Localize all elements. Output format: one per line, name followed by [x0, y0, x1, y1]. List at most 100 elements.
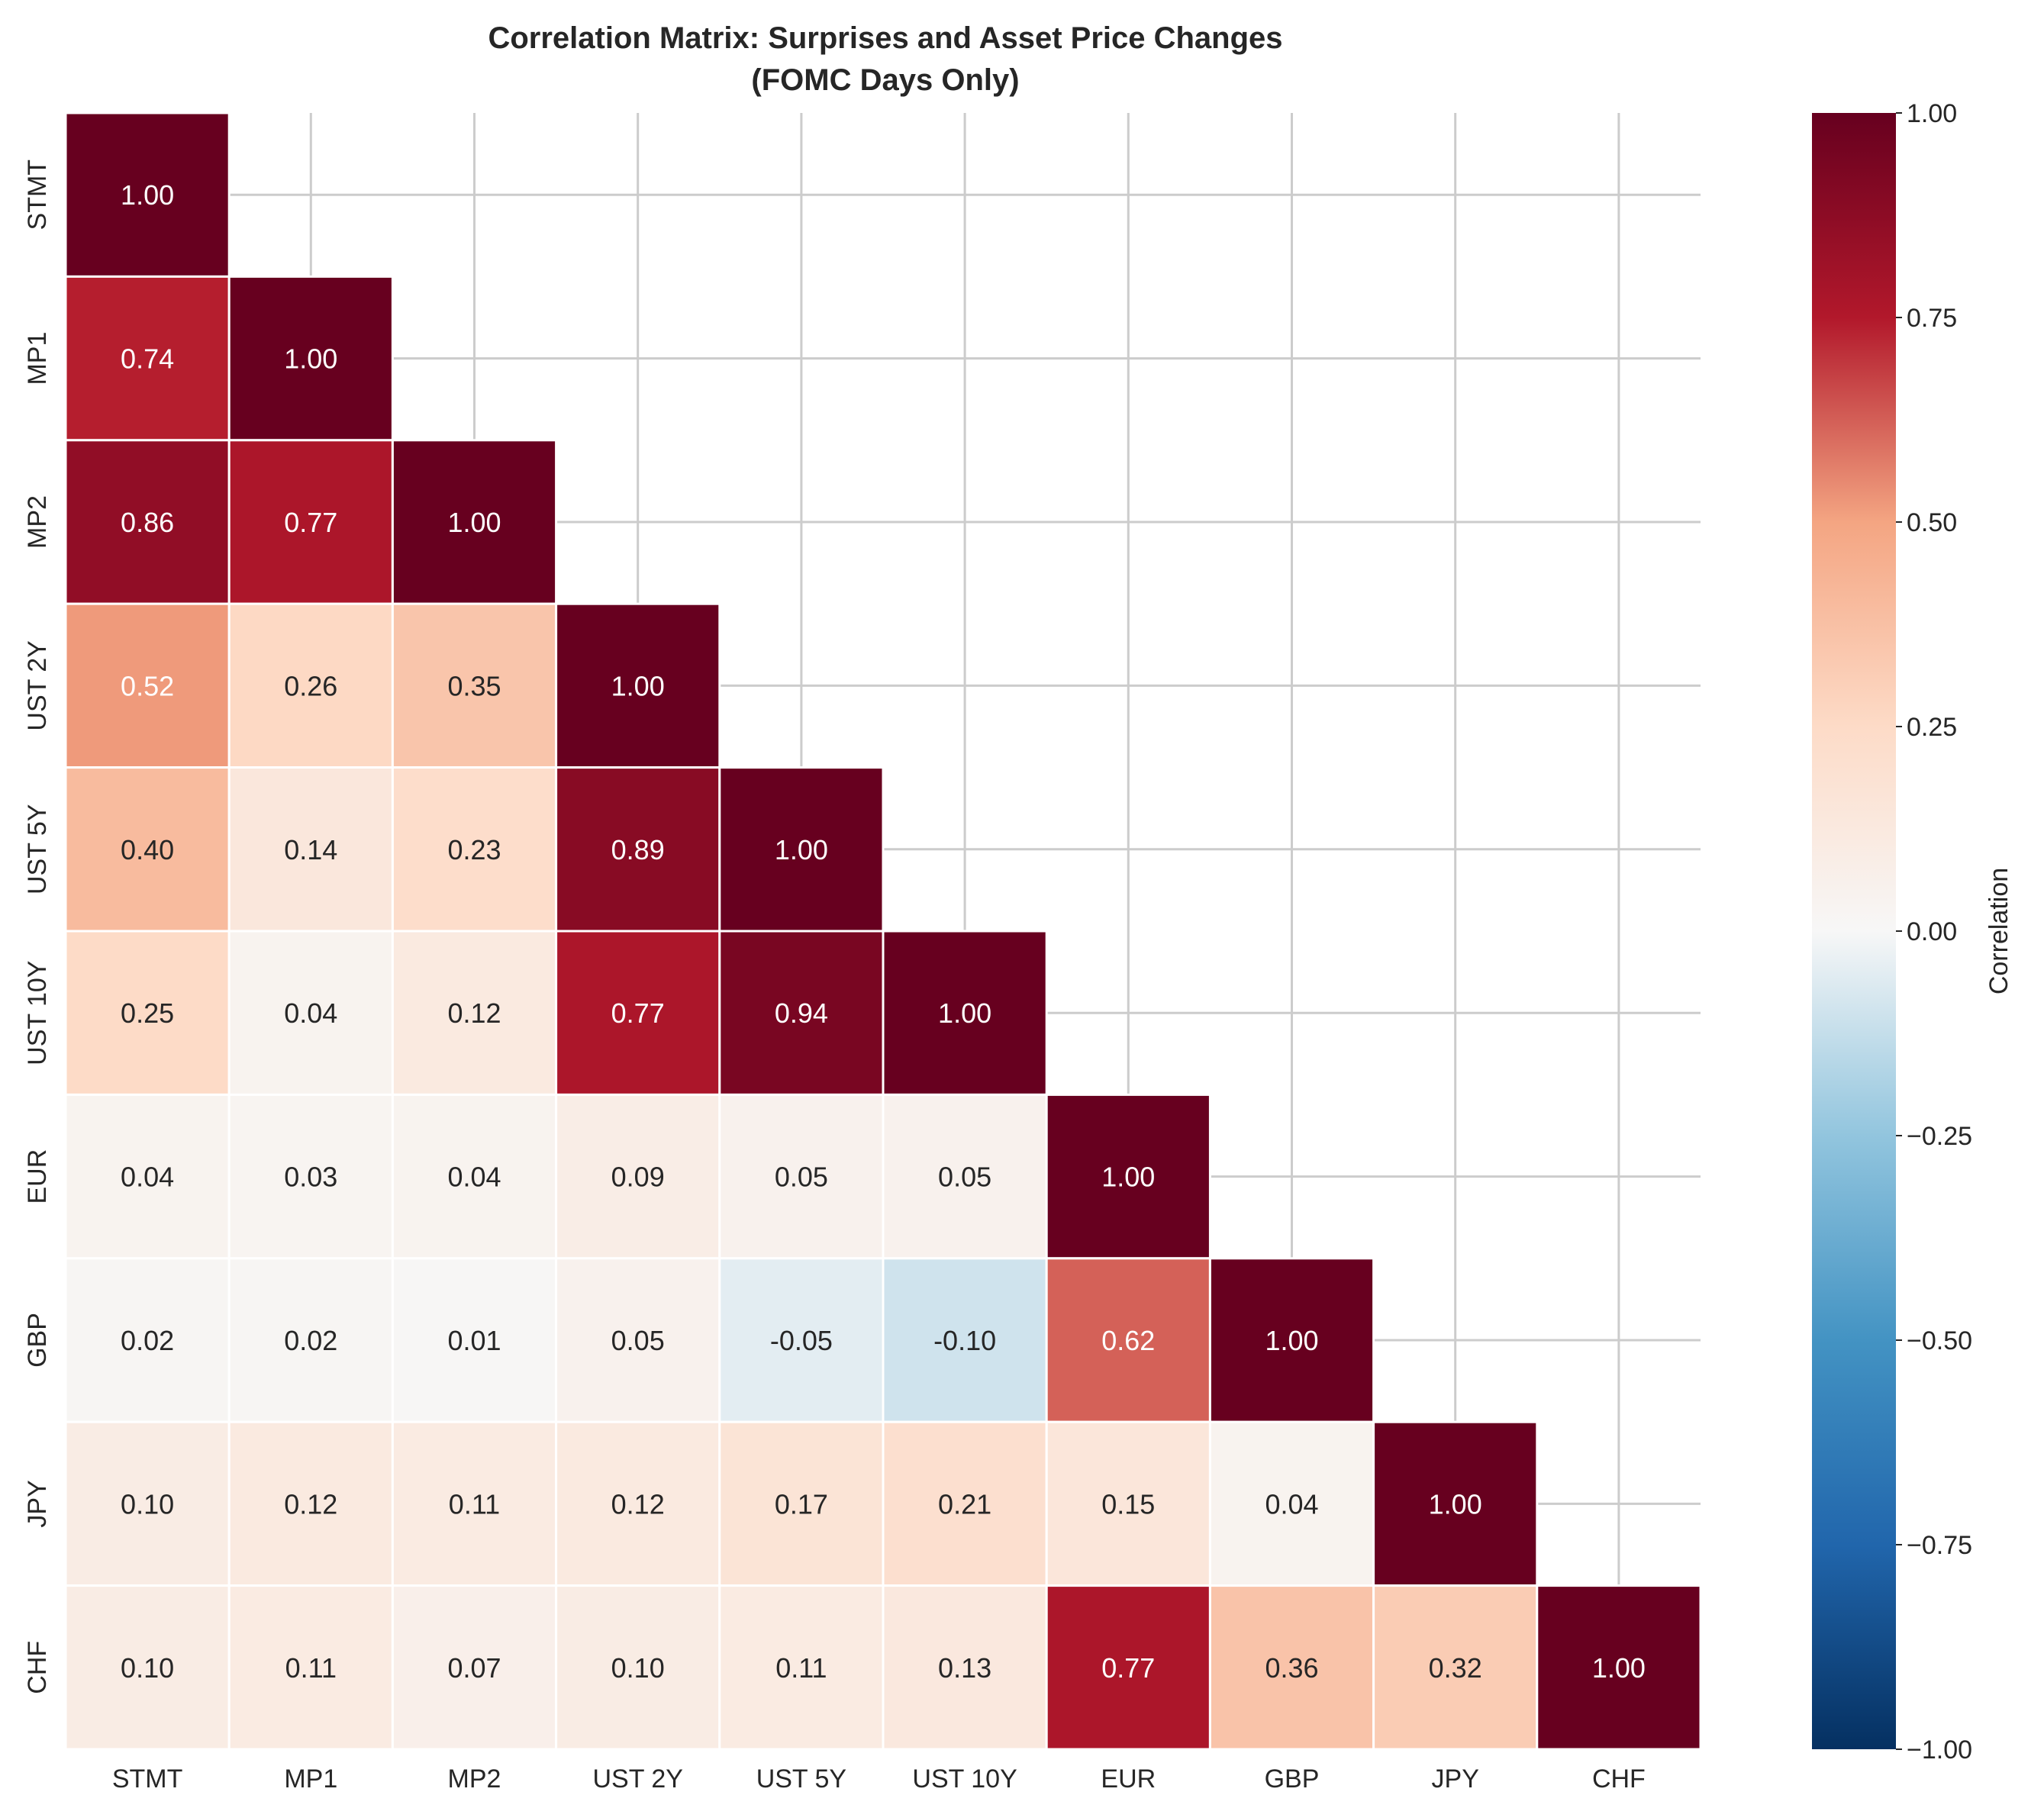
- cell-value-label: 1.00: [611, 670, 665, 701]
- cell-value-label: 0.05: [938, 1162, 991, 1193]
- cell-value-label: 0.35: [447, 670, 501, 701]
- cell-value-label: 0.05: [611, 1325, 665, 1356]
- cell-value-label: 0.32: [1429, 1652, 1482, 1684]
- cell-value-label: 0.01: [447, 1325, 501, 1356]
- heatmap-cell: [718, 1584, 885, 1751]
- colorbar-label: Correlation: [1984, 868, 2013, 994]
- x-tick-label: UST 10Y: [912, 1764, 1017, 1793]
- cell-value-label: 0.21: [938, 1488, 991, 1520]
- heatmap-cell: [64, 111, 231, 278]
- x-tick-label: MP1: [284, 1764, 337, 1793]
- y-tick-label: UST 2Y: [23, 640, 52, 730]
- cell-value-label: 0.07: [447, 1652, 501, 1684]
- cell-value-label: 0.77: [284, 507, 337, 538]
- y-tick-label: MP2: [23, 495, 52, 549]
- x-axis-ticks: STMT MP1 MP2 UST 2Y UST 5Y UST 10Y EUR GBP JPY CH…: [112, 1764, 1646, 1793]
- cell-value-label: 1.00: [1429, 1488, 1482, 1520]
- cell-value-label: 0.12: [284, 1488, 337, 1520]
- x-tick-label: UST 5Y: [756, 1764, 846, 1793]
- y-tick-label: GBP: [23, 1313, 52, 1368]
- cell-value-label: 1.00: [1265, 1325, 1318, 1356]
- cell-value-label: 0.15: [1101, 1488, 1155, 1520]
- cell-value-label: 0.03: [284, 1162, 337, 1193]
- heatmap-cell: [227, 766, 394, 933]
- colorbar-tick-label: 0.50: [1907, 508, 1957, 537]
- y-tick-label: STMT: [23, 160, 52, 230]
- heatmap-cell: [64, 930, 231, 1096]
- heatmap-cell: [227, 1584, 394, 1751]
- heatmap-cell: [718, 930, 885, 1096]
- cell-value-label: 0.25: [121, 997, 174, 1029]
- cell-value-label: 0.14: [284, 834, 337, 865]
- cell-value-label: 0.04: [121, 1162, 174, 1193]
- cell-value-label: 0.23: [447, 834, 501, 865]
- cell-value-label: 0.02: [284, 1325, 337, 1356]
- colorbar-tick-label: 1.00: [1907, 99, 1957, 128]
- colorbar-gradient: [1812, 113, 1896, 1749]
- heatmap-cell: [391, 930, 558, 1096]
- cell-value-label: 0.10: [121, 1488, 174, 1520]
- heatmap-cell: [391, 1257, 558, 1423]
- colorbar-tick-label: 0.25: [1907, 713, 1957, 742]
- cell-value-label: 0.04: [284, 997, 337, 1029]
- cell-value-label: 0.10: [611, 1652, 665, 1684]
- cell-value-label: 1.00: [1101, 1162, 1155, 1193]
- cell-value-label: 0.26: [284, 670, 337, 701]
- chart-subtitle: (FOMC Days Only): [751, 63, 1019, 97]
- cell-value-label: 0.04: [447, 1162, 501, 1193]
- heatmap-cell: [227, 439, 394, 605]
- y-tick-label: JPY: [23, 1480, 52, 1527]
- colorbar-tick-label: 0.00: [1907, 917, 1957, 946]
- y-tick-label: MP1: [23, 332, 52, 385]
- heatmap-cell: [882, 1420, 1048, 1587]
- heatmap-cell: [1045, 1093, 1211, 1260]
- heatmap-cell: [391, 602, 558, 769]
- x-tick-label: EUR: [1101, 1764, 1156, 1793]
- heatmap-cell: [391, 439, 558, 605]
- cell-value-label: 0.40: [121, 834, 174, 865]
- colorbar-tick-label: 0.75: [1907, 304, 1957, 333]
- heatmap-cell: [64, 766, 231, 933]
- cell-value-label: 0.36: [1265, 1652, 1318, 1684]
- heatmap-cell: [718, 766, 885, 933]
- heatmap-cell: [1536, 1584, 1702, 1751]
- cell-value-label: 1.00: [775, 834, 828, 865]
- cell-value-label: 0.77: [1101, 1652, 1155, 1684]
- heatmap-cell: [227, 1420, 394, 1587]
- chart-title: Correlation Matrix: Surprises and Asset …: [488, 21, 1282, 55]
- heatmap-cell: [227, 1257, 394, 1423]
- x-tick-label: JPY: [1432, 1764, 1479, 1793]
- cell-value-label: 0.11: [449, 1488, 500, 1520]
- cell-value-label: 0.02: [121, 1325, 174, 1356]
- heatmap-cell: [555, 602, 721, 769]
- cell-value-label: 0.10: [121, 1652, 174, 1684]
- y-axis-ticks: STMT MP1 MP2 UST 2Y UST 5Y UST 10Y EUR GBP JPY CH…: [23, 160, 52, 1694]
- heatmap-cell: [391, 1420, 558, 1587]
- y-tick-label: UST 5Y: [23, 804, 52, 894]
- cell-value-label: 1.00: [284, 343, 337, 375]
- cell-value-label: 0.04: [1265, 1488, 1318, 1520]
- cell-value-label: 0.13: [938, 1652, 991, 1684]
- y-tick-label: EUR: [23, 1149, 52, 1204]
- heatmap-cell: [1372, 1420, 1539, 1587]
- heatmap-cell: [555, 930, 721, 1096]
- cell-value-label: 0.11: [775, 1652, 827, 1684]
- cell-value-label: 0.12: [447, 997, 501, 1029]
- cell-value-label: 0.62: [1101, 1325, 1155, 1356]
- heatmap-cell: [882, 1584, 1048, 1751]
- heatmap-cell: [391, 1093, 558, 1260]
- heatmap-cell: [718, 1420, 885, 1587]
- heatmap-cell: [1208, 1420, 1375, 1587]
- cell-value-label: 0.11: [285, 1652, 337, 1684]
- heatmap-cell: [227, 602, 394, 769]
- heatmap-cell: [718, 1257, 885, 1423]
- heatmap-cell: [1045, 1584, 1211, 1751]
- heatmap-cell: [64, 1257, 231, 1423]
- cell-value-label: 0.86: [121, 507, 174, 538]
- cell-value-label: 0.94: [775, 997, 828, 1029]
- heatmap-cell: [555, 1257, 721, 1423]
- heatmap-cell: [1045, 1420, 1211, 1587]
- heatmap-cell: [718, 1093, 885, 1260]
- colorbar-tick-label: −1.00: [1907, 1735, 1972, 1764]
